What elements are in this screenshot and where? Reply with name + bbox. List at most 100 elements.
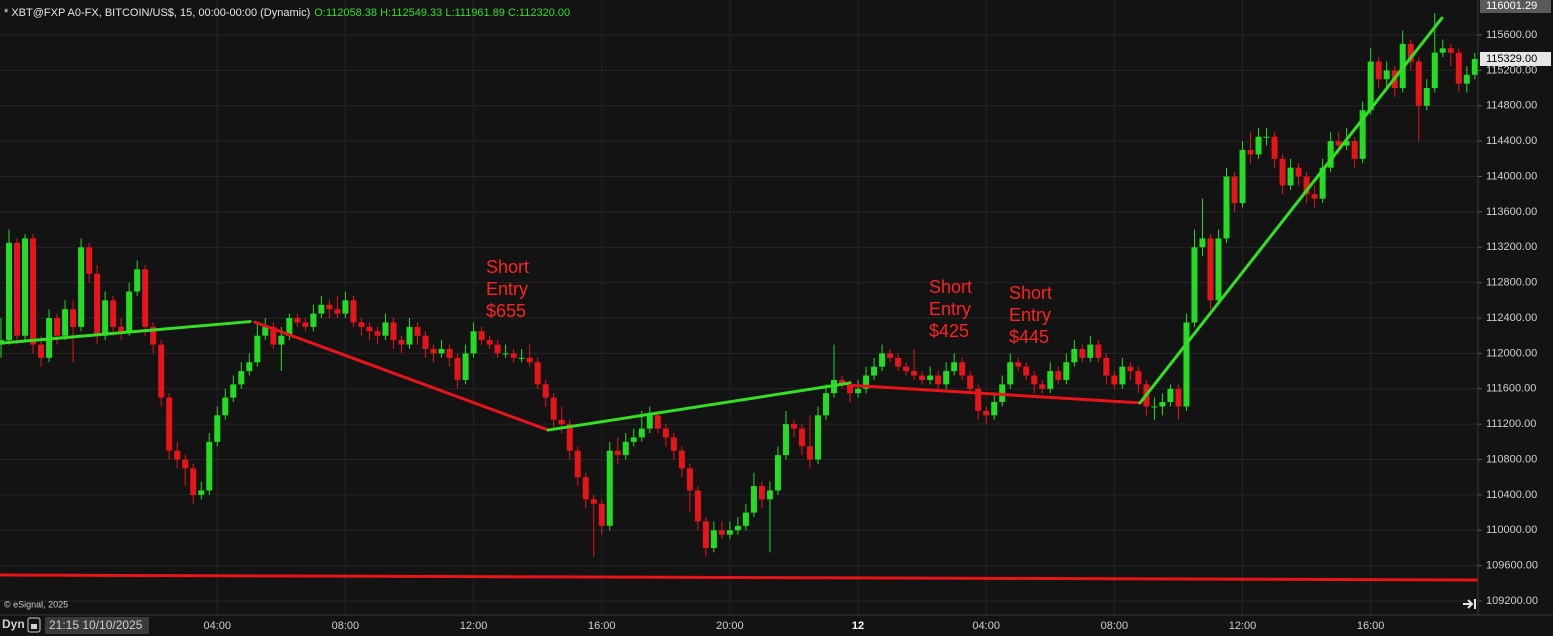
y-tick-label: 110800.00: [1486, 453, 1537, 465]
candle-body: [911, 371, 918, 376]
candle-body: [654, 415, 661, 429]
candle-body: [462, 353, 469, 380]
candle-body: [1415, 61, 1422, 106]
candle-body: [406, 326, 413, 345]
candle-body: [1287, 167, 1294, 186]
candle-body: [254, 335, 261, 363]
candle-body: [542, 384, 549, 398]
candle-body: [1303, 176, 1310, 195]
candle-body: [470, 331, 477, 354]
candle-body: [1255, 136, 1262, 155]
candle-body: [1223, 176, 1230, 239]
candle-body: [879, 353, 886, 367]
candle-body: [342, 300, 349, 314]
y-tick-label: 115200.00: [1486, 64, 1537, 76]
candle-body: [94, 273, 101, 336]
annotation: Short: [929, 277, 972, 297]
candle-body: [1103, 357, 1110, 376]
y-tick-label: 112400.00: [1486, 312, 1537, 324]
candle-body: [1007, 362, 1014, 385]
candle-body: [1343, 141, 1350, 146]
candle-body: [1079, 348, 1086, 358]
candle-body: [574, 450, 581, 478]
candle-body: [390, 322, 397, 341]
y-tick-label: 112000.00: [1486, 347, 1537, 359]
candle-body: [1151, 406, 1158, 408]
candle-body: [118, 326, 125, 332]
candle-body: [1159, 402, 1166, 407]
candle-body: [318, 304, 325, 314]
candle-body: [630, 437, 637, 442]
candle-body: [382, 322, 389, 336]
scroll-end-icon: [1463, 599, 1476, 609]
candle-body: [1047, 371, 1054, 389]
price-tag: [1480, 0, 1551, 13]
candle-body: [262, 326, 269, 336]
candle-body: [702, 521, 709, 548]
plot: ShortEntry$655ShortEntry$425ShortEntry$4…: [0, 12, 1480, 582]
candle-body: [1407, 43, 1414, 62]
candle-body: [166, 397, 173, 451]
candle-body: [62, 309, 69, 336]
candle-body: [1095, 344, 1102, 358]
x-tick-label: 08:00: [1101, 620, 1129, 632]
candle-body: [606, 450, 613, 526]
candle-body: [558, 419, 565, 425]
candle-body: [374, 331, 381, 336]
candle-body: [510, 353, 517, 358]
candle-body: [70, 309, 77, 327]
candle-body: [6, 242, 13, 341]
candle-body: [1135, 371, 1142, 385]
candle-body: [951, 362, 958, 372]
candle-body: [1175, 388, 1182, 407]
candle-body: [1359, 110, 1366, 159]
mode-label[interactable]: Dyn: [2, 617, 25, 631]
annotation: Entry: [1009, 305, 1051, 325]
ohlc-readout: O:112058.38 H:112549.33 L:111961.89 C:11…: [314, 7, 570, 19]
candle-body: [598, 503, 605, 526]
candle-body: [839, 379, 846, 385]
candle-body: [142, 269, 149, 327]
y-tick-label: 111200.00: [1486, 418, 1536, 430]
y-tick-label: 114000.00: [1486, 170, 1537, 182]
candle-body: [190, 468, 197, 495]
candle-body: [566, 424, 573, 451]
grid: [0, 0, 1478, 615]
lock-icon[interactable]: [27, 617, 41, 633]
candle-body: [774, 455, 781, 491]
scroll-end-button[interactable]: [1463, 599, 1476, 609]
trend-line: [0, 320, 252, 345]
candle-body: [766, 490, 773, 500]
trend-line: [253, 320, 550, 432]
candle-body: [30, 238, 37, 345]
x-tick-label: 16:00: [1357, 620, 1385, 632]
candle-body: [1031, 375, 1038, 385]
candle-body: [494, 344, 501, 354]
candle-body: [310, 313, 317, 327]
candle-body: [278, 335, 285, 345]
candle-body: [710, 530, 717, 548]
candle-body: [1431, 52, 1438, 89]
candle-body: [1063, 362, 1070, 380]
candle-body: [823, 393, 830, 416]
candle-body: [1015, 362, 1022, 367]
candle-body: [422, 335, 429, 349]
annotation: Entry: [929, 299, 971, 319]
candle-body: [638, 428, 645, 438]
candle-body: [806, 446, 813, 460]
candle-body: [150, 326, 157, 345]
candle-body: [1087, 344, 1094, 358]
chart-title: * XBT@FXP A0-FX, BITCOIN/US$, 15, 00:00-…: [4, 7, 310, 19]
annotation: $655: [486, 301, 526, 321]
candle-body: [1455, 52, 1462, 84]
candle-body: [1111, 375, 1118, 385]
candle-body: [590, 499, 597, 504]
candle-body: [1447, 48, 1454, 53]
candle-body: [927, 375, 934, 380]
candle-body: [887, 353, 894, 358]
x-tick-label: 16:00: [588, 620, 616, 632]
y-tick-label: 110400.00: [1486, 489, 1537, 501]
y-tick-label: 112800.00: [1486, 277, 1537, 289]
candle-body: [855, 388, 862, 394]
